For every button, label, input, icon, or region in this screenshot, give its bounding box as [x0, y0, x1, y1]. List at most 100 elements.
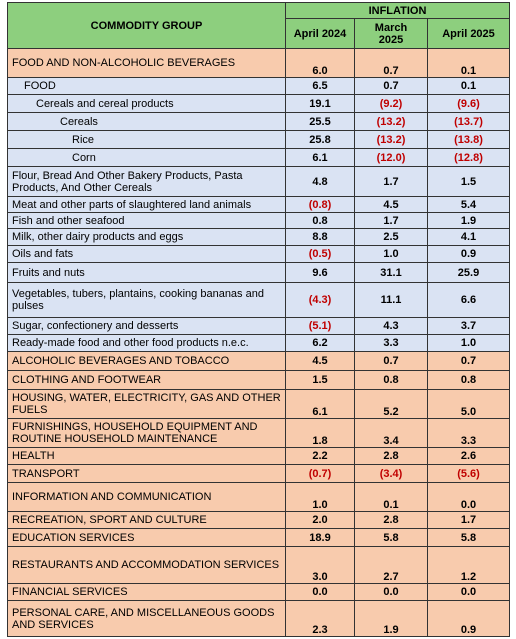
cell-value: (9.2) — [354, 94, 428, 113]
row-label: TRANSPORT — [7, 464, 286, 483]
cell-value: 1.9 — [427, 212, 510, 229]
table-row: Rice 25.8 (13.2) (13.8) — [7, 130, 510, 149]
row-label: Ready-made food and other food products … — [7, 334, 286, 352]
cell-value: 3.0 — [285, 546, 355, 584]
cell-value: 3.3 — [354, 334, 428, 352]
table-row: FOOD AND NON-ALCOHOLIC BEVERAGES 6.0 0.7 0.… — [7, 48, 510, 78]
cell-value: 0.0 — [427, 482, 510, 512]
cell-value: 0.1 — [354, 482, 428, 512]
table-row: FURNISHINGS, HOUSEHOLD EQUIPMENT AND ROU… — [7, 418, 510, 448]
row-label: Vegetables, tubers, plantains, cooking b… — [7, 282, 286, 318]
table-row: Fish and other seafood 0.8 1.7 1.9 — [7, 212, 510, 229]
column-header: April 2024 — [285, 18, 355, 49]
cell-value: 1.8 — [285, 418, 355, 448]
cell-value: 5.0 — [427, 389, 510, 419]
inflation-table: COMMODITY GROUP INFLATION April 2024 Mar… — [7, 2, 510, 637]
cell-value: 2.7 — [354, 546, 428, 584]
cell-value: 1.0 — [354, 245, 428, 263]
cell-value: 5.4 — [427, 196, 510, 213]
table-row: INFORMATION AND COMMUNICATION 1.0 0.1 0.0 — [7, 482, 510, 512]
cell-value: 0.0 — [354, 583, 428, 601]
cell-value: (4.3) — [285, 282, 355, 318]
cell-value: 6.1 — [285, 389, 355, 419]
table-row: Ready-made food and other food products … — [7, 334, 510, 352]
cell-value: 5.2 — [354, 389, 428, 419]
cell-value: 0.1 — [427, 48, 510, 78]
group-header: COMMODITY GROUP — [7, 2, 286, 49]
column-header: March 2025 — [354, 18, 428, 49]
cell-value: (0.5) — [285, 245, 355, 263]
cell-value: 0.0 — [285, 583, 355, 601]
row-label: FURNISHINGS, HOUSEHOLD EQUIPMENT AND ROU… — [7, 418, 286, 448]
cell-value: 25.5 — [285, 112, 355, 131]
row-label: FOOD — [7, 77, 286, 95]
cell-value: 1.2 — [427, 546, 510, 584]
row-label: ALCOHOLIC BEVERAGES AND TOBACCO — [7, 351, 286, 371]
row-label: Sugar, confectionery and desserts — [7, 317, 286, 335]
cell-value: (3.4) — [354, 464, 428, 483]
row-label: Meat and other parts of slaughtered land… — [7, 196, 286, 213]
cell-value: 0.9 — [427, 245, 510, 263]
table-row: Cereals 25.5 (13.2) (13.7) — [7, 112, 510, 131]
row-label: HOUSING, WATER, ELECTRICITY, GAS AND OTH… — [7, 389, 286, 419]
row-label: FINANCIAL SERVICES — [7, 583, 286, 601]
table-row: Cereals and cereal products 19.1 (9.2) (9.6… — [7, 94, 510, 113]
table-row: Vegetables, tubers, plantains, cooking b… — [7, 282, 510, 318]
row-label: RESTAURANTS AND ACCOMMODATION SERVICES — [7, 546, 286, 584]
cell-value: 4.5 — [285, 351, 355, 371]
cell-value: 6.6 — [427, 282, 510, 318]
table-row: Meat and other parts of slaughtered land… — [7, 196, 510, 213]
cell-value: 1.0 — [285, 482, 355, 512]
cell-value: (13.8) — [427, 130, 510, 149]
cell-value: 2.2 — [285, 447, 355, 465]
table-row: Sugar, confectionery and desserts (5.1) 4.… — [7, 317, 510, 335]
cell-value: 3.3 — [427, 418, 510, 448]
table-row: CLOTHING AND FOOTWEAR 1.5 0.8 0.8 — [7, 370, 510, 390]
cell-value: 2.5 — [354, 228, 428, 246]
cell-value: 0.8 — [427, 370, 510, 390]
table-row: Milk, other dairy products and eggs 8.8 2.… — [7, 228, 510, 246]
inflation-header: INFLATION — [285, 2, 510, 19]
table-row: PERSONAL CARE, AND MISCELLANEOUS GOODS A… — [7, 600, 510, 637]
table-row: TRANSPORT (0.7) (3.4) (5.6) — [7, 464, 510, 483]
table-body: FOOD AND NON-ALCOHOLIC BEVERAGES 6.0 0.7 0.… — [7, 48, 510, 637]
cell-value: 0.1 — [427, 77, 510, 95]
cell-value: 8.8 — [285, 228, 355, 246]
table-row: HEALTH 2.2 2.8 2.6 — [7, 447, 510, 465]
table-row: RESTAURANTS AND ACCOMMODATION SERVICES 3.… — [7, 546, 510, 584]
cell-value: 1.5 — [427, 166, 510, 197]
row-label: Fish and other seafood — [7, 212, 286, 229]
row-label: Cereals and cereal products — [7, 94, 286, 113]
cell-value: (13.2) — [354, 112, 428, 131]
cell-value: 3.4 — [354, 418, 428, 448]
cell-value: (5.1) — [285, 317, 355, 335]
row-label: Cereals — [7, 112, 286, 131]
cell-value: 2.0 — [285, 511, 355, 529]
cell-value: 18.9 — [285, 528, 355, 547]
cell-value: (5.6) — [427, 464, 510, 483]
table-row: ALCOHOLIC BEVERAGES AND TOBACCO 4.5 0.7 0.7 — [7, 351, 510, 371]
cell-value: 6.0 — [285, 48, 355, 78]
table-row: EDUCATION SERVICES 18.9 5.8 5.8 — [7, 528, 510, 547]
cell-value: (13.7) — [427, 112, 510, 131]
cell-value: 1.7 — [354, 166, 428, 197]
cell-value: 2.3 — [285, 600, 355, 637]
table-row: Oils and fats (0.5) 1.0 0.9 — [7, 245, 510, 263]
cell-value: 4.8 — [285, 166, 355, 197]
cell-value: 6.2 — [285, 334, 355, 352]
cell-value: 1.0 — [427, 334, 510, 352]
table-row: RECREATION, SPORT AND CULTURE 2.0 2.8 1.7 — [7, 511, 510, 529]
table-row: Fruits and nuts 9.6 31.1 25.9 — [7, 262, 510, 283]
row-label: Milk, other dairy products and eggs — [7, 228, 286, 246]
cell-value: 3.7 — [427, 317, 510, 335]
column-header: April 2025 — [427, 18, 510, 49]
cell-value: 11.1 — [354, 282, 428, 318]
cell-value: 0.8 — [354, 370, 428, 390]
table-row: Flour, Bread And Other Bakery Products, … — [7, 166, 510, 197]
cell-value: 0.7 — [354, 48, 428, 78]
cell-value: (0.8) — [285, 196, 355, 213]
cell-value: 19.1 — [285, 94, 355, 113]
cell-value: 5.8 — [427, 528, 510, 547]
cell-value: 0.9 — [427, 600, 510, 637]
